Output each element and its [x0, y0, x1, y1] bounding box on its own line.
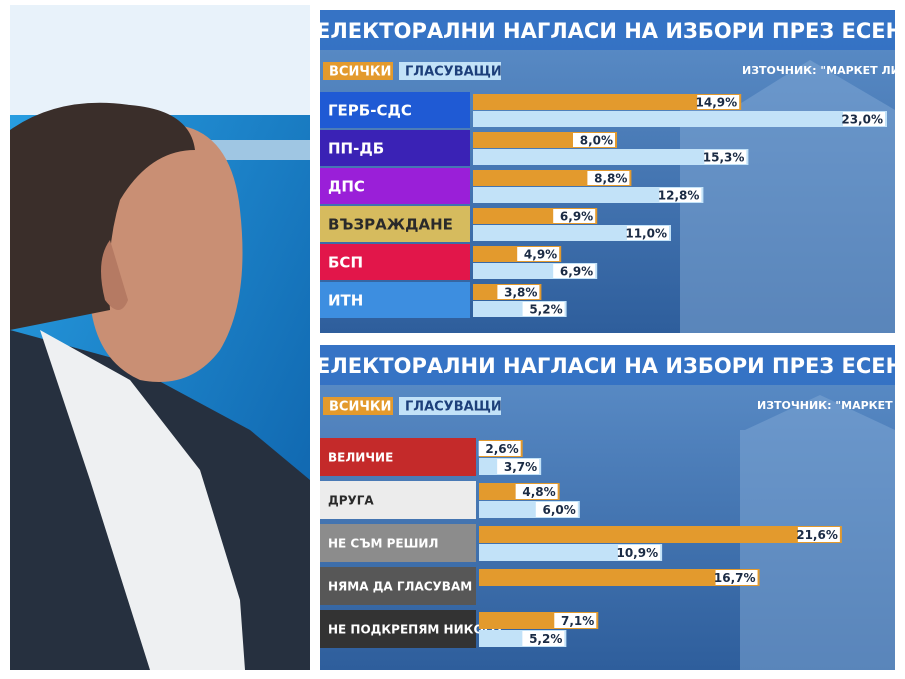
- legend-swatch: [399, 62, 501, 80]
- value-label-bg: [843, 112, 885, 126]
- value-label: 8,0%: [580, 134, 613, 148]
- category-box: [320, 168, 470, 204]
- chart: ЕЛЕКТОРАЛНИ НАГЛАСИ НА ИЗБОРИ ПРЕЗ ЕСЕНТ…: [316, 345, 905, 648]
- category-box: [320, 244, 470, 280]
- value-label-bg: [553, 209, 596, 223]
- category-label: ВЪЗРАЖДАНЕ: [328, 216, 453, 234]
- value-label: 5,2%: [529, 632, 562, 646]
- category-box: [320, 567, 476, 605]
- category-label: НЕ СЪМ РЕШИЛ: [328, 537, 438, 551]
- category-box: [320, 524, 476, 562]
- value-label-bg: [522, 302, 565, 316]
- value-label-bg: [515, 484, 558, 499]
- chart-title: ЕЛЕКТОРАЛНИ НАГЛАСИ НА ИЗБОРИ ПРЕЗ ЕСЕНТ: [316, 354, 905, 378]
- legend-swatch: [399, 397, 501, 415]
- value-label-bg: [618, 545, 661, 560]
- value-label-bg: [704, 150, 747, 164]
- value-label: 3,8%: [504, 286, 537, 300]
- category-box: [320, 206, 470, 242]
- category-label: НЕ ПОДКРЕПЯМ НИКОГО: [328, 623, 502, 637]
- value-label: 5,2%: [529, 303, 562, 317]
- bar: [473, 187, 704, 203]
- value-label-bg: [715, 570, 758, 585]
- value-label-bg: [517, 247, 560, 261]
- legend-swatch: [323, 62, 393, 80]
- title-bar: [320, 10, 895, 50]
- bar: [479, 526, 842, 543]
- value-label-bg: [497, 285, 540, 299]
- value-label-bg: [573, 133, 615, 147]
- legend-label: ГЛАСУВАЩИ: [405, 400, 502, 415]
- category-label: ГЕРБ-СДС: [328, 102, 412, 120]
- value-label: 14,9%: [696, 96, 738, 110]
- category-label: ДПС: [328, 178, 365, 196]
- category-box: [320, 92, 470, 128]
- value-label: 10,9%: [616, 546, 658, 560]
- legend-label: ВСИЧКИ: [329, 400, 391, 415]
- value-label: 23,0%: [841, 113, 883, 127]
- bar: [473, 94, 742, 110]
- value-label: 21,6%: [796, 528, 838, 542]
- value-label: 11,0%: [625, 227, 667, 241]
- source-note: ИЗТОЧНИК: "МАРКЕТ ЛИН: [742, 64, 905, 77]
- value-label: 3,7%: [504, 460, 537, 474]
- bar: [473, 225, 671, 241]
- category-label: ВЕЛИЧИЕ: [328, 451, 393, 465]
- value-label-bg: [522, 631, 565, 646]
- category-label: ПП-ДБ: [328, 140, 384, 158]
- value-label-bg: [627, 226, 669, 240]
- category-box: [320, 610, 476, 648]
- value-label: 6,9%: [560, 265, 593, 279]
- value-label: 4,9%: [524, 248, 557, 262]
- value-label-bg: [659, 188, 702, 202]
- title-bar: [320, 345, 895, 385]
- value-label-bg: [697, 95, 740, 109]
- value-label-bg: [478, 441, 521, 456]
- value-label-bg: [497, 459, 540, 474]
- building-backdrop: [740, 395, 895, 670]
- value-label-bg: [554, 613, 597, 628]
- building-backdrop: [680, 60, 895, 333]
- value-label-bg: [553, 264, 596, 278]
- value-label: 4,8%: [522, 485, 555, 499]
- category-label: ДРУГА: [328, 494, 374, 508]
- value-label: 12,8%: [658, 189, 700, 203]
- legend-swatch: [323, 397, 393, 415]
- category-label: БСП: [328, 254, 363, 272]
- value-label: 16,7%: [714, 571, 756, 585]
- bar: [473, 149, 749, 165]
- category-label: ИТН: [328, 292, 363, 310]
- value-label-bg: [797, 527, 840, 542]
- category-label: НЯМА ДА ГЛАСУВАМ: [328, 580, 472, 594]
- value-label: 6,0%: [543, 503, 576, 517]
- value-label: 2,6%: [485, 442, 518, 456]
- chart: ЕЛЕКТОРАЛНИ НАГЛАСИ НА ИЗБОРИ ПРЕЗ ЕСЕНТ…: [316, 10, 905, 318]
- bar: [479, 544, 663, 561]
- value-label-bg: [587, 171, 630, 185]
- value-label: 8,8%: [594, 172, 627, 186]
- bar: [479, 569, 760, 586]
- bar: [473, 111, 887, 127]
- category-box: [320, 282, 470, 318]
- category-box: [320, 481, 476, 519]
- legend-label: ГЛАСУВАЩИ: [405, 65, 502, 80]
- source-note: ИЗТОЧНИК: "МАРКЕТ Л: [757, 399, 905, 412]
- legend-label: ВСИЧКИ: [329, 65, 391, 80]
- category-box: [320, 130, 470, 166]
- value-label-bg: [535, 502, 578, 517]
- chart-title: ЕЛЕКТОРАЛНИ НАГЛАСИ НА ИЗБОРИ ПРЕЗ ЕСЕНТ…: [316, 19, 905, 43]
- value-label: 6,9%: [560, 210, 593, 224]
- category-box: [320, 438, 476, 476]
- value-label: 15,3%: [703, 151, 745, 165]
- value-label: 7,1%: [561, 614, 594, 628]
- presenter-photo: [10, 5, 310, 670]
